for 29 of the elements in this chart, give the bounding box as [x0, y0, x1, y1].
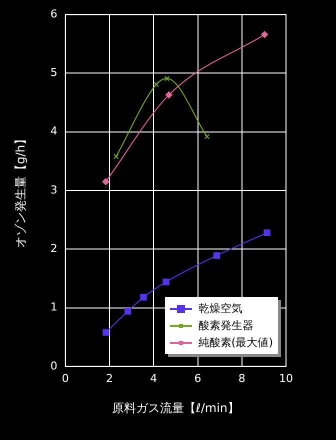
y-axis-title: オゾン発生量【g/h】: [13, 132, 28, 248]
point: [102, 178, 110, 186]
x-tick-label: 0: [62, 372, 69, 385]
legend-label: 酸素発生器: [198, 318, 254, 334]
point: [264, 229, 270, 236]
point: [140, 294, 147, 301]
x-tick-label: 4: [150, 372, 158, 385]
y-tick-label: 2: [50, 242, 58, 255]
point: [164, 76, 170, 82]
y-tick-label: 5: [50, 66, 58, 80]
x-axis-title: 原料ガス流量【ℓ/min】: [112, 400, 240, 415]
legend-label: 乾燥空気: [198, 301, 242, 316]
point: [124, 308, 132, 315]
point: [261, 31, 268, 38]
x-tick-label: 8: [238, 372, 246, 385]
point: [165, 91, 172, 98]
y-tick-label: 0: [50, 359, 58, 372]
y-tick-label: 6: [50, 7, 58, 20]
x-tick-label: 2: [106, 372, 114, 385]
point: [154, 82, 159, 87]
point: [102, 329, 110, 336]
y-tick-label: 3: [50, 183, 58, 196]
legend-label: 純酸素(最大値): [198, 335, 273, 350]
y-tick-label: 4: [50, 124, 58, 138]
point: [162, 278, 170, 286]
x-tick-label: 10: [279, 372, 293, 385]
y-tick-label: 1: [50, 300, 58, 314]
x-tick-label: 6: [194, 372, 202, 385]
point: [213, 252, 220, 259]
